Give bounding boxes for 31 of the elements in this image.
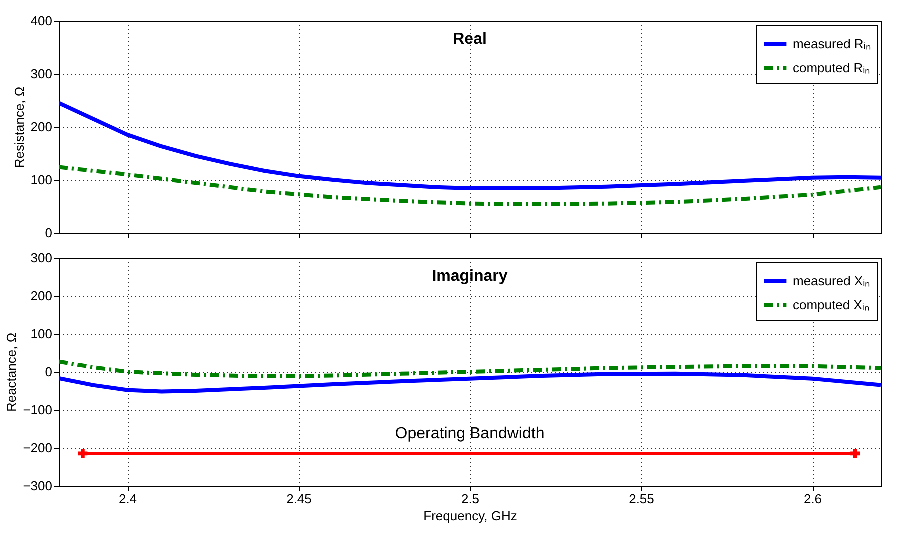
y-tick-label: 300 xyxy=(30,66,52,82)
x-tick-label: 2.55 xyxy=(629,492,654,506)
legend-label: measured Rᵢₙ xyxy=(793,36,871,52)
y-tick-label: 0 xyxy=(45,226,52,240)
line-series xyxy=(59,101,881,190)
x-tick-label: 2.6 xyxy=(804,492,822,506)
y-tick-label: −300 xyxy=(23,478,52,494)
y-tick-label: 200 xyxy=(30,288,52,304)
y-tick-label: −200 xyxy=(23,440,52,456)
x-tick-label: 2.45 xyxy=(286,492,312,506)
legend-label: computed Rᵢₙ xyxy=(793,60,870,76)
y-axis-title: Resistance, Ω xyxy=(12,86,27,168)
line-series xyxy=(59,165,881,206)
y-tick-label: −100 xyxy=(23,402,52,418)
line-series xyxy=(59,360,881,379)
y-tick-label: 100 xyxy=(30,326,52,342)
x-tick-label: 2.4 xyxy=(118,492,138,506)
x-tick-label: 2.5 xyxy=(461,492,480,506)
line-series xyxy=(59,372,881,394)
text: Real xyxy=(453,31,487,48)
legend-label: measured Xᵢₙ xyxy=(793,274,870,288)
y-tick-label: 300 xyxy=(30,250,52,266)
y-axis-title: Reactance, Ω xyxy=(4,332,20,412)
text: Imaginary xyxy=(432,268,508,285)
annotation: Operating Bandwidth xyxy=(395,426,545,443)
y-tick-label: 400 xyxy=(30,14,52,28)
y-tick-label: 0 xyxy=(45,364,52,380)
x-axis-title: Frequency, GHz xyxy=(424,508,518,524)
legend-label: computed Xᵢₙ xyxy=(793,298,870,312)
y-tick-label: 200 xyxy=(30,120,52,134)
y-tick-label: 100 xyxy=(30,172,52,188)
